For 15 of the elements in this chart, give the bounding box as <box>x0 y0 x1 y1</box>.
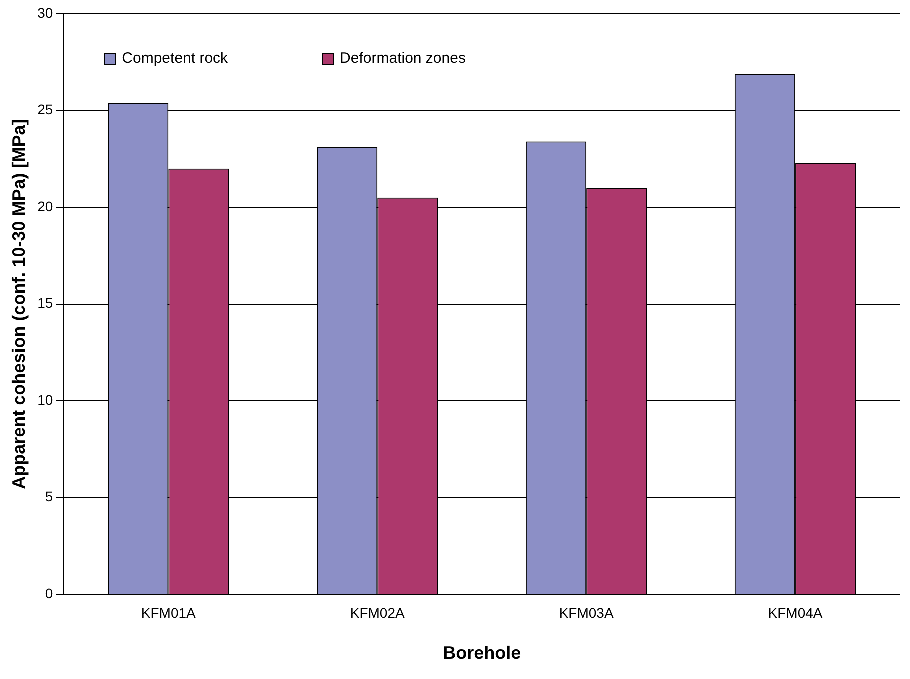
x-tick-label: KFM02A <box>350 604 406 621</box>
x-tick-label: KFM03A <box>559 604 614 621</box>
y-tick-label: 20 <box>38 198 54 214</box>
y-tick-label: 0 <box>45 585 54 602</box>
x-axis-title: Borehole <box>443 643 522 664</box>
legend-label: Competent rock <box>122 50 229 68</box>
y-tick-label: 10 <box>38 392 54 408</box>
y-tick-label: 15 <box>38 295 54 312</box>
y-tick-label: 30 <box>38 4 54 21</box>
y-axis-title: Apparent cohesion (conf. 10-30 MPa) [MPa] <box>8 119 29 490</box>
y-tick-label: 25 <box>38 102 54 118</box>
legend-label: Deformation zones <box>340 50 466 68</box>
y-tick-label: 5 <box>45 488 54 505</box>
x-tick-label: KFM04A <box>768 604 824 621</box>
x-tick-label: KFM01A <box>141 604 197 621</box>
